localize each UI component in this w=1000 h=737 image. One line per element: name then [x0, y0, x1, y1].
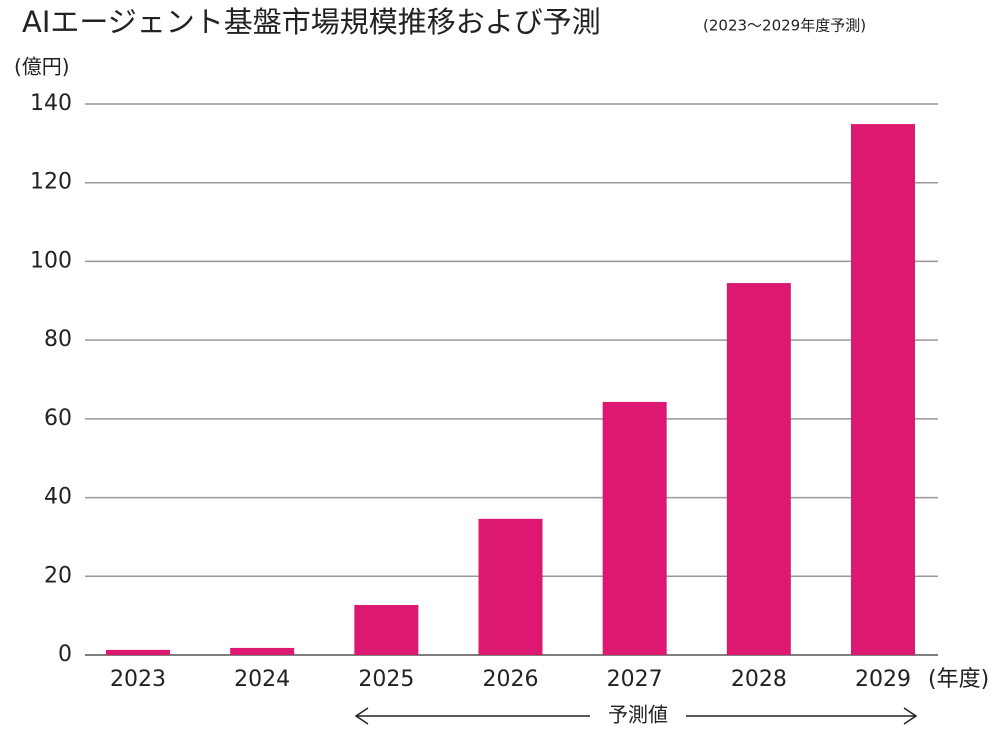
y-tick-label: 20: [44, 563, 72, 588]
y-tick-label: 140: [30, 91, 72, 116]
chart-title: AIエージェント基盤市場規模推移および予測: [22, 5, 601, 39]
y-tick-label: 100: [30, 248, 72, 273]
bar: [851, 124, 915, 655]
bar: [478, 518, 543, 655]
y-tick-label: 40: [44, 485, 72, 510]
x-tick-label: 2026: [483, 667, 539, 692]
x-tick-label: 2025: [358, 667, 414, 692]
annotation: 予測値: [608, 703, 668, 727]
bar: [230, 647, 295, 655]
x-axis-label: (年度): [928, 667, 989, 692]
chart-subtitle: (2023～2029年度予測): [703, 17, 866, 35]
x-tick-label: 2024: [234, 667, 290, 692]
x-tick-label: 2028: [731, 667, 787, 692]
y-tick-label: 0: [58, 642, 72, 667]
y-tick-label: 60: [44, 406, 72, 431]
x-tick-label: 2023: [110, 667, 166, 692]
y-tick-label: 80: [44, 327, 72, 352]
forecast-arrow: [354, 707, 918, 725]
bar: [354, 605, 419, 655]
x-tick-label: 2029: [855, 667, 911, 692]
y-tick-label: 120: [30, 170, 72, 195]
x-tick-label: 2027: [607, 667, 663, 692]
bar: [602, 401, 667, 655]
bar: [726, 283, 791, 655]
bar: [106, 649, 170, 655]
y-axis-label: (億円): [14, 55, 70, 79]
